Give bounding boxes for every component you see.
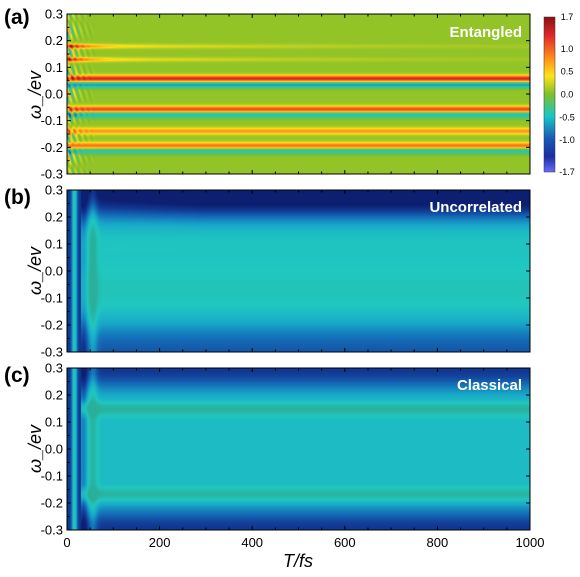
y-tick-label: -0.1 bbox=[41, 469, 63, 484]
x-tick-label: 200 bbox=[149, 535, 171, 550]
panel-b-yticks: 0.3 0.2 0.1 0.0 -0.1 -0.2 -0.3 bbox=[41, 183, 531, 360]
heatmap-a-image bbox=[67, 14, 530, 174]
panel-c-ylabel: ω_/ev bbox=[25, 424, 45, 473]
y-tick-label: -0.3 bbox=[41, 523, 63, 538]
colorbar-tick-label: -0.5 bbox=[559, 112, 575, 122]
y-tick-label: -0.2 bbox=[41, 140, 63, 155]
panel-label-b: (b) bbox=[4, 186, 31, 209]
heatmap-b-image bbox=[67, 190, 530, 352]
y-tick-label: 0.3 bbox=[45, 361, 63, 376]
colorbar: 1.7 1.0 0.5 0.0 -0.5 -1.0 -1.7 bbox=[543, 12, 575, 177]
y-tick-label: 0.1 bbox=[45, 415, 63, 430]
x-tick-marks-c bbox=[66, 368, 531, 530]
x-tick-label: 400 bbox=[241, 535, 263, 550]
panel-a-yticks: 0.3 0.2 0.1 0.0 -0.1 -0.2 -0.3 bbox=[41, 7, 531, 182]
panel-c-heatmap bbox=[66, 367, 531, 531]
panel-label-a: (a) bbox=[4, 6, 30, 29]
y-tick-label: 0.2 bbox=[45, 388, 63, 403]
y-tick-label: 0.0 bbox=[45, 264, 63, 279]
y-tick-label: -0.1 bbox=[41, 291, 63, 306]
panel-c-xticks: 0 200 400 600 800 1000 bbox=[63, 535, 544, 550]
y-tick-label: -0.2 bbox=[41, 496, 63, 511]
heatmap-c-image bbox=[67, 368, 530, 530]
colorbar-tick-label: -1.0 bbox=[559, 135, 575, 145]
colorbar-tick-label: 0.5 bbox=[561, 67, 574, 77]
x-axis-title: T/fs bbox=[283, 551, 313, 571]
y-tick-label: 0.0 bbox=[45, 442, 63, 457]
panel-b-title: Uncorrelated bbox=[429, 199, 522, 216]
x-tick-label: 1000 bbox=[516, 535, 545, 550]
y-tick-label: 0.3 bbox=[45, 7, 63, 22]
panel-a-title: Entangled bbox=[449, 24, 522, 41]
panel-c-title: Classical bbox=[457, 377, 522, 394]
y-tick-label: -0.3 bbox=[41, 345, 63, 360]
x-tick-label: 800 bbox=[427, 535, 449, 550]
colorbar-tick-label: 0.0 bbox=[561, 90, 574, 100]
colorbar-tick-label: 1.7 bbox=[561, 12, 574, 22]
y-tick-label: 0.2 bbox=[45, 33, 63, 48]
x-tick-label: 0 bbox=[63, 535, 70, 550]
colorbar-tick-label: -1.7 bbox=[559, 167, 575, 177]
panel-b-ylabel: ω_/ev bbox=[25, 246, 45, 295]
colorbar-tick-label: 1.0 bbox=[561, 44, 574, 54]
x-tick-label: 600 bbox=[334, 535, 356, 550]
y-tick-label: 0.1 bbox=[45, 60, 63, 75]
panel-label-c: (c) bbox=[4, 364, 30, 387]
panel-a-heatmap bbox=[66, 13, 531, 175]
panel-b-heatmap bbox=[66, 189, 531, 353]
panel-c-yticks: 0.3 0.2 0.1 0.0 -0.1 -0.2 -0.3 bbox=[41, 361, 531, 538]
y-tick-label: 0.3 bbox=[45, 183, 63, 198]
colorbar-gradient bbox=[543, 16, 556, 173]
panel-a-ylabel: ω_/ev bbox=[25, 70, 45, 119]
y-tick-label: 0.0 bbox=[45, 87, 63, 102]
x-tick-marks-b bbox=[66, 190, 531, 352]
y-tick-label: 0.1 bbox=[45, 237, 63, 252]
y-tick-label: 0.2 bbox=[45, 210, 63, 225]
colorbar-labels: 1.7 1.0 0.5 0.0 -0.5 -1.0 -1.7 bbox=[559, 12, 575, 177]
y-tick-label: -0.1 bbox=[41, 113, 63, 128]
y-tick-label: -0.2 bbox=[41, 318, 63, 333]
x-tick-marks-a bbox=[66, 14, 531, 174]
y-tick-label: -0.3 bbox=[41, 167, 63, 182]
